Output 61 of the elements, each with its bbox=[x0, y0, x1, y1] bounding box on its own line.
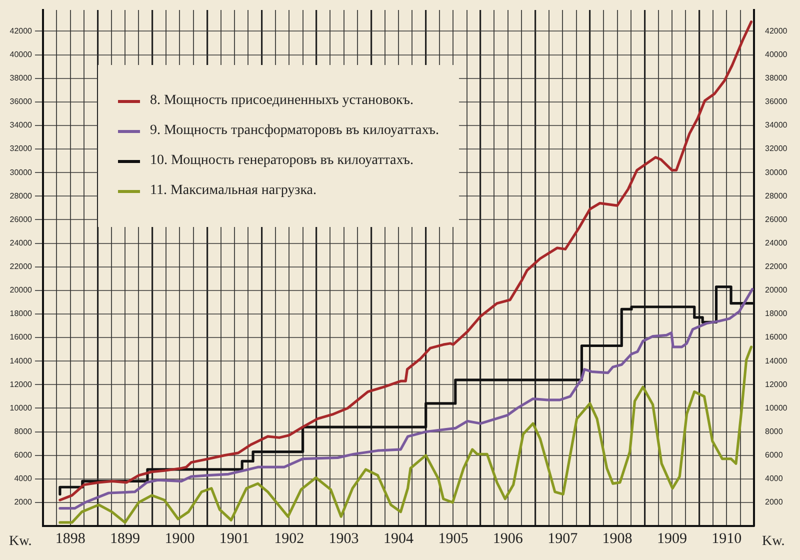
y2-tick-label: 32000 bbox=[765, 144, 788, 154]
y-tick-label: 40000 bbox=[10, 50, 33, 59]
y2-tick-label: 6000 bbox=[765, 450, 784, 460]
y2-tick-label: 38000 bbox=[765, 74, 788, 83]
y-tick-label: 38000 bbox=[10, 74, 33, 83]
x-tick-label: 1907 bbox=[548, 530, 578, 547]
y-tick-label: 32000 bbox=[10, 144, 33, 154]
y2-tick-label: 34000 bbox=[765, 120, 788, 130]
y-tick-label: 4000 bbox=[14, 474, 33, 484]
y2-tick-label: 20000 bbox=[765, 286, 788, 295]
y2-tick-label: 42000 bbox=[765, 26, 788, 36]
y-tick-label: 10000 bbox=[10, 403, 33, 412]
y-tick-label: 12000 bbox=[10, 380, 33, 389]
y2-tick-label: 24000 bbox=[765, 238, 788, 248]
y2-tick-label: 14000 bbox=[765, 356, 788, 366]
x-tick-label: 1905 bbox=[438, 530, 468, 547]
y2-tick-label: 22000 bbox=[765, 262, 788, 272]
x-tick-label: 1908 bbox=[602, 530, 632, 547]
legend-label: 9. Мощность трансформаторовъ въ килоуаттахъ. bbox=[150, 123, 439, 139]
y-tick-label: 6000 bbox=[14, 450, 33, 460]
legend-label: 10. Мощность генераторовъ въ килоуаттахъ. bbox=[150, 153, 414, 169]
x-tick-label: 1910 bbox=[712, 530, 742, 547]
x-tick-label: 1906 bbox=[492, 530, 524, 547]
y-tick-label: 28000 bbox=[10, 191, 33, 200]
y-tick-label: 18000 bbox=[10, 309, 33, 318]
y2-tick-label: 16000 bbox=[765, 332, 788, 342]
y2-tick-label: 8000 bbox=[765, 426, 784, 436]
legend-label: 11. Максимальная нагрузка. bbox=[150, 183, 317, 199]
y-tick-label: 22000 bbox=[10, 262, 33, 272]
x-tick-label: 1901 bbox=[219, 530, 250, 547]
y-tick-label: 36000 bbox=[10, 97, 33, 106]
y2-tick-label: 10000 bbox=[765, 403, 788, 412]
y2-tick-label: 12000 bbox=[765, 380, 788, 389]
y2-axis-title: Kw. bbox=[762, 534, 785, 550]
y-axis-title: Kw. bbox=[9, 534, 32, 550]
y-tick-label: 34000 bbox=[10, 120, 33, 130]
y-tick-label: 26000 bbox=[10, 214, 33, 224]
x-tick-label: 1899 bbox=[110, 530, 140, 547]
y-tick-label: 20000 bbox=[10, 286, 33, 295]
y2-tick-label: 18000 bbox=[765, 309, 788, 318]
x-tick-label: 1900 bbox=[164, 530, 195, 547]
y2-tick-label: 36000 bbox=[765, 97, 788, 106]
x-tick-label: 1902 bbox=[274, 530, 304, 547]
y2-tick-label: 30000 bbox=[765, 168, 788, 177]
y-tick-label: 30000 bbox=[10, 168, 33, 177]
y-tick-label: 14000 bbox=[10, 356, 33, 366]
x-tick-label: 1909 bbox=[656, 530, 687, 547]
legend-label: 8. Мощность присоединенныхъ установокъ. bbox=[150, 93, 414, 109]
y-tick-label: 16000 bbox=[10, 332, 33, 342]
x-tick-label: 1898 bbox=[55, 530, 86, 547]
y2-tick-label: 40000 bbox=[765, 50, 788, 59]
y2-tick-label: 28000 bbox=[765, 191, 788, 200]
y-tick-label: 2000 bbox=[14, 498, 33, 507]
y-tick-label: 24000 bbox=[10, 238, 33, 248]
y2-tick-label: 26000 bbox=[765, 214, 788, 224]
y-tick-label: 42000 bbox=[10, 26, 33, 36]
y-tick-label: 8000 bbox=[14, 426, 33, 436]
x-tick-label: 1904 bbox=[384, 530, 414, 547]
y2-tick-label: 2000 bbox=[765, 498, 784, 507]
y2-tick-label: 4000 bbox=[765, 474, 784, 484]
x-tick-label: 1903 bbox=[328, 530, 359, 547]
